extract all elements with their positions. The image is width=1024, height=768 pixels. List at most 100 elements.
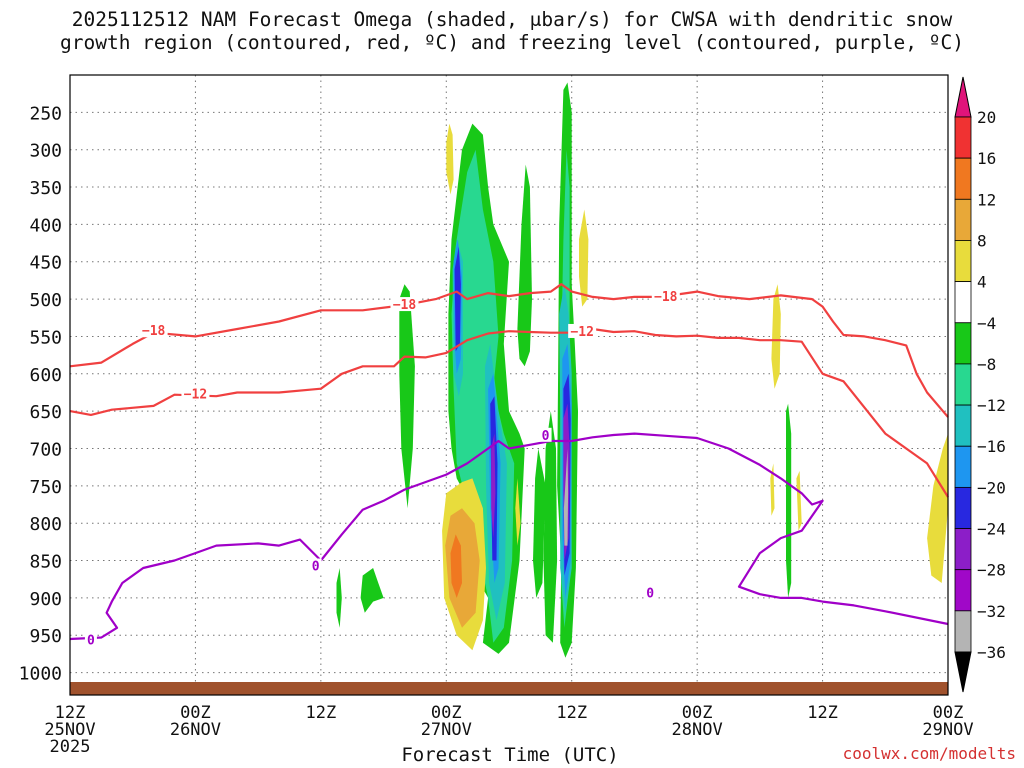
colorbar-band-4 [954, 281, 972, 324]
y-tick-label-300: 300 [29, 141, 62, 162]
colorbar-band-3 [954, 240, 972, 283]
contour-label--12-1: −12 [570, 325, 593, 340]
y-tick-label-950: 950 [29, 626, 62, 647]
x-tick-label-84-2: 29NOV [922, 720, 973, 740]
colorbar-label-1: 16 [977, 149, 996, 168]
omega-region--6-6 [786, 403, 792, 598]
colorbar-band-2 [954, 198, 972, 241]
colorbar-band-7 [954, 404, 972, 447]
colorbar-label-2: 12 [977, 190, 996, 209]
grid [69, 75, 949, 695]
omega-region--6-8 [360, 568, 384, 613]
colorbar-top-arrow [954, 76, 972, 118]
contour-label-bg--18-0 [139, 323, 168, 338]
y-tick-label-250: 250 [29, 103, 62, 124]
contour-line--18 [69, 283, 949, 418]
y-tick-label-750: 750 [29, 477, 62, 498]
x-tick-label-48-1: 12Z [556, 703, 587, 723]
contour-label-0-3: 0 [646, 586, 654, 601]
colorbar-label-3: 8 [977, 231, 987, 250]
y-tick-label-400: 400 [29, 215, 62, 236]
chart-title-line1: 2025112512 NAM Forecast Omega (shaded, μ… [71, 8, 953, 31]
x-tick-label-0-1: 12Z [55, 703, 86, 723]
omega-region-6-5 [770, 463, 775, 516]
temperature-contours: −18 −18 −18 −12 −12 0 0 0 0 [69, 283, 949, 648]
colorbar: 20 16 12 8 4 −4 −8 −12 −16 −20 −24 −28 −32 −36 [954, 76, 1006, 693]
x-tick-label-0-2: 25NOV [44, 720, 95, 740]
colorbar-label-12: −32 [977, 602, 1006, 621]
omega-region--22-0 [454, 246, 461, 352]
contour-label-bg-0-2 [539, 427, 552, 442]
y-tick-label-650: 650 [29, 402, 62, 423]
contour-label-0-0: 0 [87, 633, 95, 648]
omega-region-14-0 [450, 534, 462, 598]
credit-text: coolwx.com/modelts [842, 744, 1016, 763]
x-axis-label: Forecast Time (UTC) [401, 744, 619, 766]
x-tick-label-72-1: 12Z [807, 703, 838, 723]
omega-region--6-3 [533, 448, 546, 598]
y-tick-label-800: 800 [29, 514, 62, 535]
x-tick-label-36-1: 00Z [431, 703, 462, 723]
x-tick-label-0-3: 2025 [50, 737, 91, 757]
colorbar-band-6 [954, 363, 972, 406]
x-tick-label-60-2: 28NOV [672, 720, 723, 740]
contour-label--18-0: −18 [142, 324, 166, 339]
omega-region-6-3 [515, 478, 521, 546]
contour-label--12-0: −12 [184, 388, 207, 403]
colorbar-label-0: 20 [977, 108, 996, 127]
contour-label-bg--12-0 [181, 386, 210, 401]
contour-label-bg-0-1 [309, 558, 322, 573]
colorbar-band-10 [954, 528, 972, 571]
contour-label--18-1: −18 [393, 298, 417, 313]
surface-terrain [70, 682, 948, 695]
colorbar-band-5 [954, 322, 972, 365]
y-tick-label-550: 550 [29, 327, 62, 348]
omega-region--26-0 [491, 433, 496, 539]
x-tick-label-84-1: 00Z [933, 703, 964, 723]
contour-label-bg--18-1 [390, 297, 419, 312]
y-tick-label-900: 900 [29, 589, 62, 610]
surface-band [70, 682, 948, 695]
x-tick-label-24-1: 12Z [305, 703, 336, 723]
omega-region-6-6 [796, 470, 802, 531]
x-tick-label-60-1: 00Z [682, 703, 713, 723]
omega-shading [336, 82, 948, 658]
omega-region-6-0 [446, 123, 454, 195]
contour-label--18-2: −18 [654, 290, 678, 305]
colorbar-label-9: −20 [977, 478, 1006, 497]
x-tick-label-12-2: 26NOV [170, 720, 221, 740]
omega-region--6-0 [399, 284, 415, 509]
omega-region--6-7 [336, 568, 342, 628]
colorbar-band-8 [954, 445, 972, 488]
colorbar-label-13: −36 [977, 643, 1006, 662]
y-tick-label-350: 350 [29, 178, 62, 199]
contour-line-0 [69, 432, 949, 641]
contour-label-0-2: 0 [542, 429, 550, 444]
contour-label-0-1: 0 [312, 560, 320, 575]
contour-label-bg--18-2 [651, 288, 680, 303]
colorbar-band-11 [954, 569, 972, 612]
y-tick-label-1000: 1000 [19, 664, 62, 685]
contour-label-bg--12-1 [568, 323, 597, 338]
x-tick-label-12-1: 00Z [180, 703, 211, 723]
colorbar-label-11: −28 [977, 561, 1006, 580]
colorbar-band-1 [954, 157, 972, 200]
y-tick-label-700: 700 [29, 439, 62, 460]
omega-region--6-2 [517, 164, 532, 367]
omega-region-10-0 [445, 508, 480, 628]
colorbar-label-4: 4 [977, 273, 987, 292]
colorbar-bottom-arrow [954, 651, 972, 693]
colorbar-label-6: −8 [977, 355, 996, 374]
y-tick-label-850: 850 [29, 552, 62, 573]
colorbar-label-7: −12 [977, 396, 1006, 415]
y-tick-label-450: 450 [29, 253, 62, 274]
omega-region-6-4 [771, 284, 781, 389]
y-tick-label-500: 500 [29, 290, 62, 311]
colorbar-band-0 [954, 116, 972, 159]
omega-region--6-4 [543, 411, 558, 643]
axes: 250 300 350 400 450 500 550 600 650 700 750 800 850 9… [19, 103, 974, 757]
omega-region--34-0 [563, 448, 569, 546]
contour-label-bg-0-0 [84, 632, 97, 647]
contour-label-bg-0-3 [644, 585, 657, 600]
